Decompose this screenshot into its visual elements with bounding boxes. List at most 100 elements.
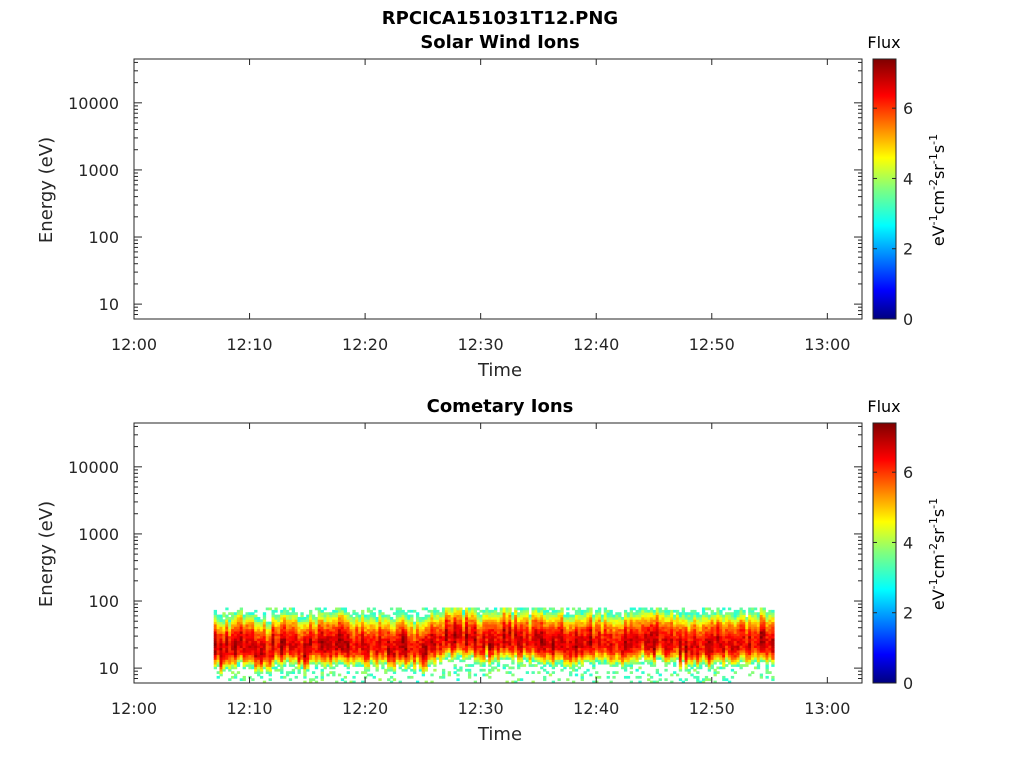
spectrogram-cell [320,621,324,625]
spectrogram-cell [485,631,489,634]
spectrogram-cell [326,631,330,634]
spectrogram-cell [231,616,235,620]
spectrogram-cell [765,635,769,639]
spectrogram-cell [719,640,723,644]
spectrogram-cell [306,664,310,667]
spectrogram-cell [488,628,492,632]
spectrogram-cell [349,638,353,641]
spectrogram-cell [658,635,662,639]
spectrogram-cell [320,671,324,674]
spectrogram-cell [517,652,521,656]
spectrogram-cell [603,657,608,660]
spectrogram-cell [462,649,466,653]
spectrogram-cell [410,640,414,644]
spectrogram-cell [283,626,287,630]
spectrogram-cell [597,628,602,632]
spectrogram-cell [525,631,530,634]
spectrogram-cell [444,619,449,623]
spectrogram-cell [719,616,723,620]
spectrogram-cell [329,661,333,665]
spectrogram-cell [216,652,220,656]
spectrogram-cell [658,619,662,623]
spectrogram-cell [326,654,330,658]
spectrogram-cell [768,612,772,615]
spectrogram-cell [554,638,558,641]
spectrogram-cell [649,638,654,641]
spectrogram-cell [571,631,576,634]
spectrogram-cell [560,664,564,667]
spectrogram-cell [727,680,732,683]
spectrogram-cell [667,614,671,618]
spectrogram-cell [384,624,388,627]
spectrogram-cell [268,647,272,651]
spectrogram-cell [213,633,218,637]
spectrogram-cell [288,638,293,641]
spectrogram-cell [661,647,665,651]
spectrogram-cell [762,628,766,632]
spectrogram-cell [655,612,660,615]
spectrogram-cell [629,638,634,641]
spectrogram-cell [528,635,532,639]
spectrogram-cell [690,635,694,639]
spectrogram-cell [407,633,411,637]
spectrogram-cell [626,661,631,665]
spectrogram-cell [410,649,414,653]
spectrogram-cell [453,616,457,620]
spectrogram-cell [716,626,720,630]
spectrogram-cell [306,631,310,634]
spectrogram-cell [467,624,472,627]
spectrogram-cell [701,624,706,627]
spectrogram-cell [508,616,512,620]
spectrogram-cell [667,654,671,658]
spectrogram-cell [262,619,267,623]
spectrogram-cell [352,649,356,653]
spectrogram-cell [733,624,738,627]
spectrogram-cell [239,649,244,653]
spectrogram-cell [540,638,544,641]
spectrogram-cell [519,633,524,637]
spectrogram-cell [644,631,648,634]
spectrogram-cell [288,607,293,611]
spectrogram-cell [467,664,472,667]
spectrogram-cell [294,645,298,649]
spectrogram-cell [528,652,532,656]
spectrogram-cell [693,621,697,625]
spectrogram-cell [335,619,339,623]
spectrogram-cell [621,626,625,630]
spectrogram-cell [248,659,252,663]
spectrogram-cell [655,631,660,634]
spectrogram-cell [710,638,714,641]
spectrogram-cell [623,649,628,653]
spectrogram-cell [707,624,712,627]
spectrogram-cell [713,645,717,649]
spectrogram-cell [626,626,631,630]
spectrogram-cell [366,647,371,651]
spectrogram-cell [658,621,662,625]
spectrogram-cell [421,640,426,644]
spectrogram-cell [378,645,382,649]
spectrogram-cell [239,635,244,639]
spectrogram-cell [580,609,584,613]
spectrogram-cell [745,619,749,623]
spectrogram-cell [693,668,697,672]
spectrogram-cell [623,661,628,665]
spectrogram-cell [378,609,382,613]
spectrogram-cell [349,616,353,620]
spectrogram-cell [381,612,385,615]
spectrogram-cell [358,624,362,627]
spectrogram-cell [505,628,509,632]
spectrogram-cell [583,645,587,649]
spectrogram-cell [742,609,746,613]
spectrogram-cell [644,612,648,615]
spectrogram-cell [369,659,374,663]
spectrogram-cell [727,619,732,623]
spectrogram-cell [349,640,353,644]
spectrogram-cell [479,619,483,623]
spectrogram-cell [456,635,460,639]
spectrogram-cell [277,633,281,637]
spectrogram-cell [632,645,636,649]
spectrogram-cell [392,626,397,630]
spectrogram-cell [511,647,515,651]
spectrogram-cell [719,624,723,627]
spectrogram-cell [248,652,252,656]
